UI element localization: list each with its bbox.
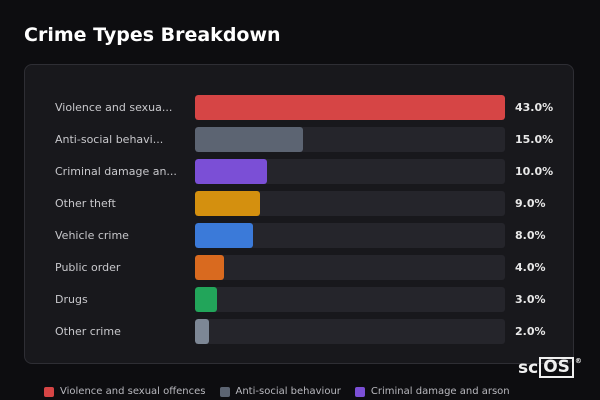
bar-value-label: 3.0% <box>515 293 546 306</box>
bar-label: Other crime <box>55 325 121 338</box>
bar-value-label: 2.0% <box>515 325 546 338</box>
bar-row: Other theft 9.0% <box>25 191 573 216</box>
bar-track <box>195 191 505 216</box>
bar-row: Drugs 3.0% <box>25 287 573 312</box>
legend-label: Anti-social behaviour <box>235 386 341 397</box>
chart-legend: Violence and sexual offences Anti-social … <box>44 386 510 397</box>
bar <box>195 287 217 312</box>
bar-value-label: 4.0% <box>515 261 546 274</box>
logo-prefix: sc <box>518 357 539 378</box>
bar-label: Public order <box>55 261 121 274</box>
chart-card: Violence and sexua... 43.0% Anti-social be… <box>24 64 574 364</box>
logo-registered-mark: ® <box>574 357 582 365</box>
bar <box>195 255 224 280</box>
bar-row: Anti-social behavi... 15.0% <box>25 127 573 152</box>
bar-track <box>195 223 505 248</box>
bar-track <box>195 287 505 312</box>
bar-track <box>195 255 505 280</box>
bar-label: Criminal damage an... <box>55 165 177 178</box>
chart-title: Crime Types Breakdown <box>24 24 281 46</box>
bar-row: Vehicle crime 8.0% <box>25 223 573 248</box>
legend-item[interactable]: Criminal damage and arson <box>354 386 510 397</box>
legend-swatch <box>354 386 365 397</box>
bar-track <box>195 319 505 344</box>
bar-label: Anti-social behavi... <box>55 133 164 146</box>
bar-value-label: 15.0% <box>515 133 554 146</box>
bar <box>195 95 505 120</box>
bar-label: Violence and sexua... <box>55 101 173 114</box>
bar-track <box>195 127 505 152</box>
legend-item[interactable]: Anti-social behaviour <box>219 386 341 397</box>
bar-value-label: 8.0% <box>515 229 546 242</box>
legend-label: Violence and sexual offences <box>60 386 206 397</box>
bar-value-label: 43.0% <box>515 101 554 114</box>
bar-label: Vehicle crime <box>55 229 129 242</box>
bar <box>195 223 253 248</box>
bar-track <box>195 95 505 120</box>
bar <box>195 159 267 184</box>
legend-swatch <box>44 386 54 397</box>
bar-track <box>195 159 505 184</box>
bar-row: Other crime 2.0% <box>25 319 573 344</box>
legend-item[interactable]: Violence and sexual offences <box>44 386 206 397</box>
bar-row: Criminal damage an... 10.0% <box>25 159 573 184</box>
bar <box>195 319 209 344</box>
bar-value-label: 10.0% <box>515 165 554 178</box>
bar-value-label: 9.0% <box>515 197 546 210</box>
bar <box>195 127 303 152</box>
legend-swatch <box>219 386 230 397</box>
bar-row: Public order 4.0% <box>25 255 573 280</box>
logo-boxed: OS <box>539 357 574 378</box>
bar <box>195 191 260 216</box>
bar-row: Violence and sexua... 43.0% <box>25 95 573 120</box>
bar-label: Other theft <box>55 197 116 210</box>
bar-label: Drugs <box>55 293 88 306</box>
scos-logo: sc OS ® <box>518 357 582 378</box>
legend-label: Criminal damage and arson <box>370 386 510 397</box>
